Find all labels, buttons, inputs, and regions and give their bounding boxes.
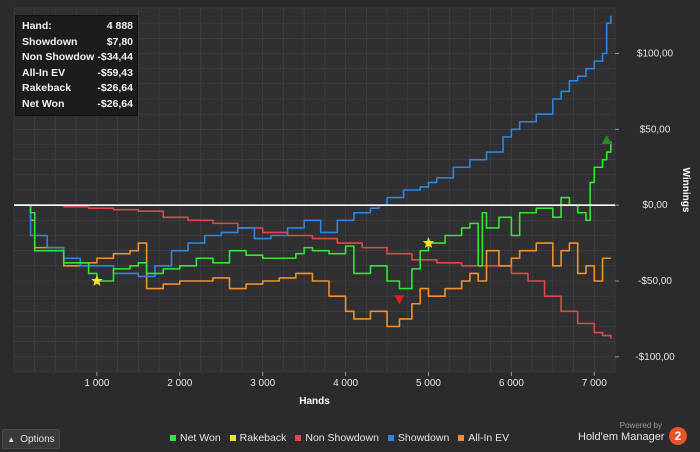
- legend-swatch: [458, 435, 465, 441]
- y-tick-label: $0,00: [642, 200, 667, 211]
- legend-item-net-won[interactable]: Net Won: [170, 432, 221, 444]
- stat-row-hand: Hand: 4 888: [22, 19, 133, 35]
- star-marker: [422, 237, 435, 248]
- x-tick-label: 3 000: [250, 378, 275, 389]
- stat-value: -$26,64: [97, 97, 133, 110]
- x-tick-label: 4 000: [333, 378, 358, 389]
- stat-label: Hand:: [22, 20, 52, 32]
- series-line-showdown: [14, 15, 612, 278]
- x-tick-label: 5 000: [416, 378, 441, 389]
- x-tick-label: 6 000: [499, 378, 524, 389]
- brand-logo-icon: 2: [669, 427, 687, 445]
- triangle-down-marker: [394, 295, 405, 305]
- stat-label: Net Won: [22, 97, 65, 110]
- brand-name: Hold'em Manager: [578, 431, 665, 443]
- stat-value: 4 888: [106, 20, 133, 32]
- legend-label: Net Won: [180, 432, 221, 444]
- stat-label: Showdown: [22, 35, 78, 48]
- stat-value: $7,80: [106, 35, 133, 48]
- caret-up-icon: ▲: [7, 434, 16, 444]
- series-line-non-showdown: [14, 204, 612, 339]
- legend-label: Rakeback: [239, 432, 287, 444]
- stat-row-all-in-ev: All-In EV -$59,43: [22, 66, 133, 82]
- legend-item-all-in-ev[interactable]: All-In EV: [458, 432, 509, 444]
- legend-swatch: [170, 435, 176, 441]
- legend-item-rakeback[interactable]: Rakeback: [229, 432, 287, 444]
- y-tick-label: $100,00: [637, 49, 674, 60]
- powered-by-text: Powered by: [619, 421, 662, 430]
- y-axis-title: Winnings: [680, 168, 691, 213]
- star-marker: [91, 275, 103, 286]
- stat-label: Rakeback: [22, 82, 72, 94]
- legend-swatch: [229, 435, 236, 441]
- stat-value: -$59,43: [97, 66, 133, 79]
- options-label: Options: [20, 433, 55, 445]
- stat-row-non-showdown: Non Showdown -$34,44: [22, 50, 133, 66]
- stat-value: -$34,44: [97, 51, 133, 63]
- triangle-up-marker: [601, 134, 612, 144]
- x-tick-label: 2 000: [167, 378, 192, 389]
- stat-label: Non Showdown: [22, 51, 96, 63]
- stat-row-rakeback: Rakeback -$26,64: [22, 81, 133, 97]
- legend: Net Won Rakeback Non Showdown Showdown A…: [170, 432, 509, 444]
- stat-row-showdown: Showdown $7,80: [22, 35, 133, 51]
- stat-value: -$26,64: [97, 82, 133, 94]
- stat-row-net-won: Net Won -$26,64: [22, 97, 133, 113]
- stat-label: All-In EV: [22, 66, 66, 79]
- series-line-net-won: [14, 141, 612, 290]
- stats-box: Hand: 4 888 Showdown $7,80 Non Showdown …: [15, 15, 138, 116]
- y-tick-label: $50,00: [640, 124, 671, 135]
- legend-label: All-In EV: [468, 432, 510, 444]
- legend-label: Showdown: [397, 432, 450, 444]
- y-tick-label: -$100,00: [635, 352, 675, 363]
- legend-item-non-showdown[interactable]: Non Showdown: [295, 432, 379, 444]
- legend-label: Non Showdown: [305, 432, 379, 444]
- y-tick-label: -$50,00: [638, 276, 672, 287]
- x-axis-title: Hands: [299, 396, 330, 407]
- legend-item-showdown[interactable]: Showdown: [387, 432, 450, 444]
- legend-swatch: [387, 435, 394, 441]
- series-line-all-in-ev: [14, 204, 611, 328]
- x-tick-label: 1 000: [84, 378, 109, 389]
- options-button[interactable]: ▲ Options: [2, 429, 60, 449]
- x-tick-label: 7 000: [582, 378, 607, 389]
- legend-swatch: [295, 435, 302, 441]
